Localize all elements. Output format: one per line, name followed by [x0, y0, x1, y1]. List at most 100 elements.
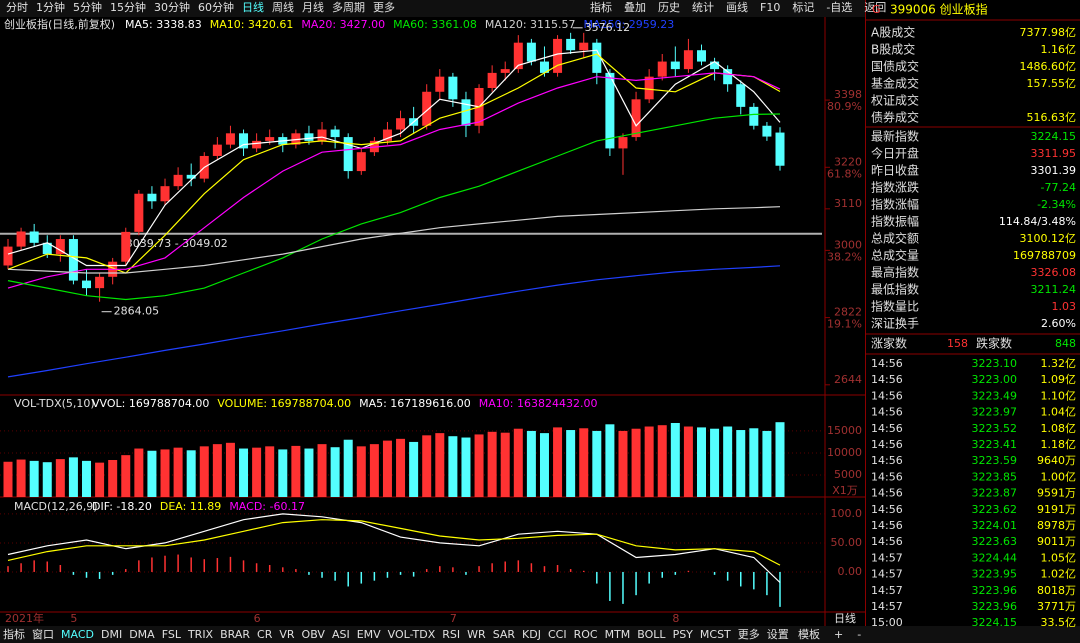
period-tab[interactable]: 日线 — [242, 0, 264, 14]
support-label: 3039.73 - 3049.02 — [126, 237, 228, 250]
indicator-tab[interactable]: 指标 — [3, 627, 25, 641]
quote-value: 169788709 — [1013, 249, 1076, 262]
candle-body — [396, 118, 406, 130]
period-tab[interactable]: 15分钟 — [110, 0, 146, 14]
volume-bar — [749, 428, 759, 497]
volume-bar — [55, 459, 65, 497]
tick-time: 14:56 — [871, 535, 903, 548]
indicator-tab[interactable]: BOLL — [637, 628, 666, 641]
candle-body — [239, 133, 249, 149]
indicator-tab[interactable]: FSL — [162, 628, 182, 641]
tick-time: 14:56 — [871, 422, 903, 435]
candle-body — [82, 280, 92, 289]
quote-label: 总成交量 — [871, 248, 919, 263]
y-tick-label: 10000 — [827, 446, 862, 459]
percent-label: 38.2% — [827, 250, 862, 263]
ma-line — [7, 49, 781, 267]
period-tab[interactable]: 周线 — [272, 0, 294, 14]
indicator-tab[interactable]: DMA — [129, 628, 155, 641]
volume-bar — [553, 427, 563, 497]
volume-bar — [618, 430, 628, 497]
tick-time: 14:56 — [871, 406, 903, 419]
toolbar-button[interactable]: 叠加 — [624, 1, 646, 14]
toolbar-button[interactable]: F10 — [760, 1, 780, 14]
indicator-tab[interactable]: BRAR — [220, 628, 250, 641]
quote-label: 昨日收盘 — [871, 163, 919, 178]
toolbar-button[interactable]: 历史 — [658, 1, 680, 14]
quote-label: 基金成交 — [871, 76, 919, 91]
indicator-tab[interactable]: RSI — [442, 628, 460, 641]
legend-entry: VVOL: 169788704.00 — [92, 397, 209, 410]
volume-bar — [121, 455, 131, 497]
tick-price: 3223.52 — [972, 422, 1018, 435]
indicator-tab[interactable]: DMI — [101, 628, 122, 641]
indicator-tab[interactable]: 设置 — [767, 628, 789, 641]
candle-body — [723, 69, 733, 85]
quote-label: 总成交额 — [871, 231, 919, 246]
x-tick-label: 6 — [254, 612, 261, 625]
volume-bar — [710, 428, 720, 497]
period-tab[interactable]: 60分钟 — [198, 0, 234, 14]
indicator-tab[interactable]: MTM — [605, 628, 631, 641]
volume-bar — [68, 457, 78, 497]
toolbar-button[interactable]: 画线 — [726, 0, 748, 14]
indicator-tab[interactable]: WR — [467, 628, 486, 641]
quote-value: 516.63亿 — [1027, 111, 1077, 124]
indicator-tab[interactable]: 窗口 — [32, 627, 54, 641]
indicator-tab[interactable]: TRIX — [187, 628, 214, 641]
candle-body — [487, 72, 497, 88]
indicator-tab[interactable]: ASI — [332, 628, 350, 641]
volume-bar — [265, 446, 275, 497]
indicator-tab[interactable]: EMV — [357, 628, 381, 641]
quote-label: 最高指数 — [871, 265, 919, 280]
x-tick-label: 7 — [450, 612, 457, 625]
period-tab[interactable]: 分时 — [6, 1, 28, 14]
tick-time: 14:57 — [871, 551, 903, 564]
period-tab[interactable]: 更多 — [373, 0, 395, 14]
toolbar-button[interactable]: 统计 — [692, 1, 714, 14]
indicator-tab[interactable]: SAR — [493, 628, 516, 641]
period-tab[interactable]: 30分钟 — [154, 0, 190, 14]
tabbar-button[interactable]: - — [857, 628, 861, 641]
volume-bar — [487, 431, 497, 497]
tick-price: 3223.97 — [972, 406, 1018, 419]
breadth-label: 跌家数 — [976, 336, 1012, 351]
quote-value: 3301.39 — [1031, 164, 1077, 177]
tabbar-button[interactable]: 模板 — [798, 627, 820, 641]
period-tab[interactable]: 月线 — [302, 0, 324, 14]
toolbar-button[interactable]: -自选 — [826, 1, 852, 14]
quote-value: 1486.60亿 — [1020, 60, 1077, 73]
indicator-tab[interactable]: VOL-TDX — [388, 628, 436, 641]
volume-bar — [382, 440, 392, 497]
tabbar-button[interactable]: + — [834, 628, 843, 641]
toolbar-button[interactable]: 指标 — [590, 0, 612, 14]
indicator-tab[interactable]: CR — [257, 628, 273, 641]
y-tick-label: 100.0 — [831, 507, 863, 520]
indicator-tab[interactable]: OBV — [302, 628, 326, 641]
x-tick-label: 2021年 — [5, 611, 44, 625]
period-tab[interactable]: 多周期 — [332, 0, 365, 14]
period-tab[interactable]: 1分钟 — [36, 0, 65, 14]
candle-body — [343, 137, 353, 172]
indicator-tab[interactable]: MACD — [61, 628, 94, 641]
volume-bar — [762, 430, 772, 497]
quote-label: 今日开盘 — [871, 146, 919, 161]
indicator-tab[interactable]: CCI — [548, 628, 567, 641]
indicator-tab[interactable]: KDJ — [522, 628, 541, 641]
y-tick-label: 3000 — [834, 238, 862, 251]
toolbar-button[interactable]: 返回 — [864, 1, 886, 14]
quote-value: 3326.08 — [1031, 266, 1077, 279]
period-tab[interactable]: 5分钟 — [73, 0, 102, 14]
indicator-tab[interactable]: ROC — [574, 628, 598, 641]
indicator-tab[interactable]: VR — [279, 628, 295, 641]
toolbar-button[interactable]: 标记 — [792, 0, 814, 14]
ma-line — [7, 265, 781, 378]
tick-time: 14:56 — [871, 454, 903, 467]
volume-bar — [461, 437, 471, 497]
indicator-tab[interactable]: 更多 — [738, 627, 760, 641]
candle-body — [29, 231, 39, 243]
indicator-tab[interactable]: MCST — [700, 628, 731, 641]
candle-body — [356, 152, 366, 172]
indicator-tab[interactable]: PSY — [673, 628, 694, 641]
